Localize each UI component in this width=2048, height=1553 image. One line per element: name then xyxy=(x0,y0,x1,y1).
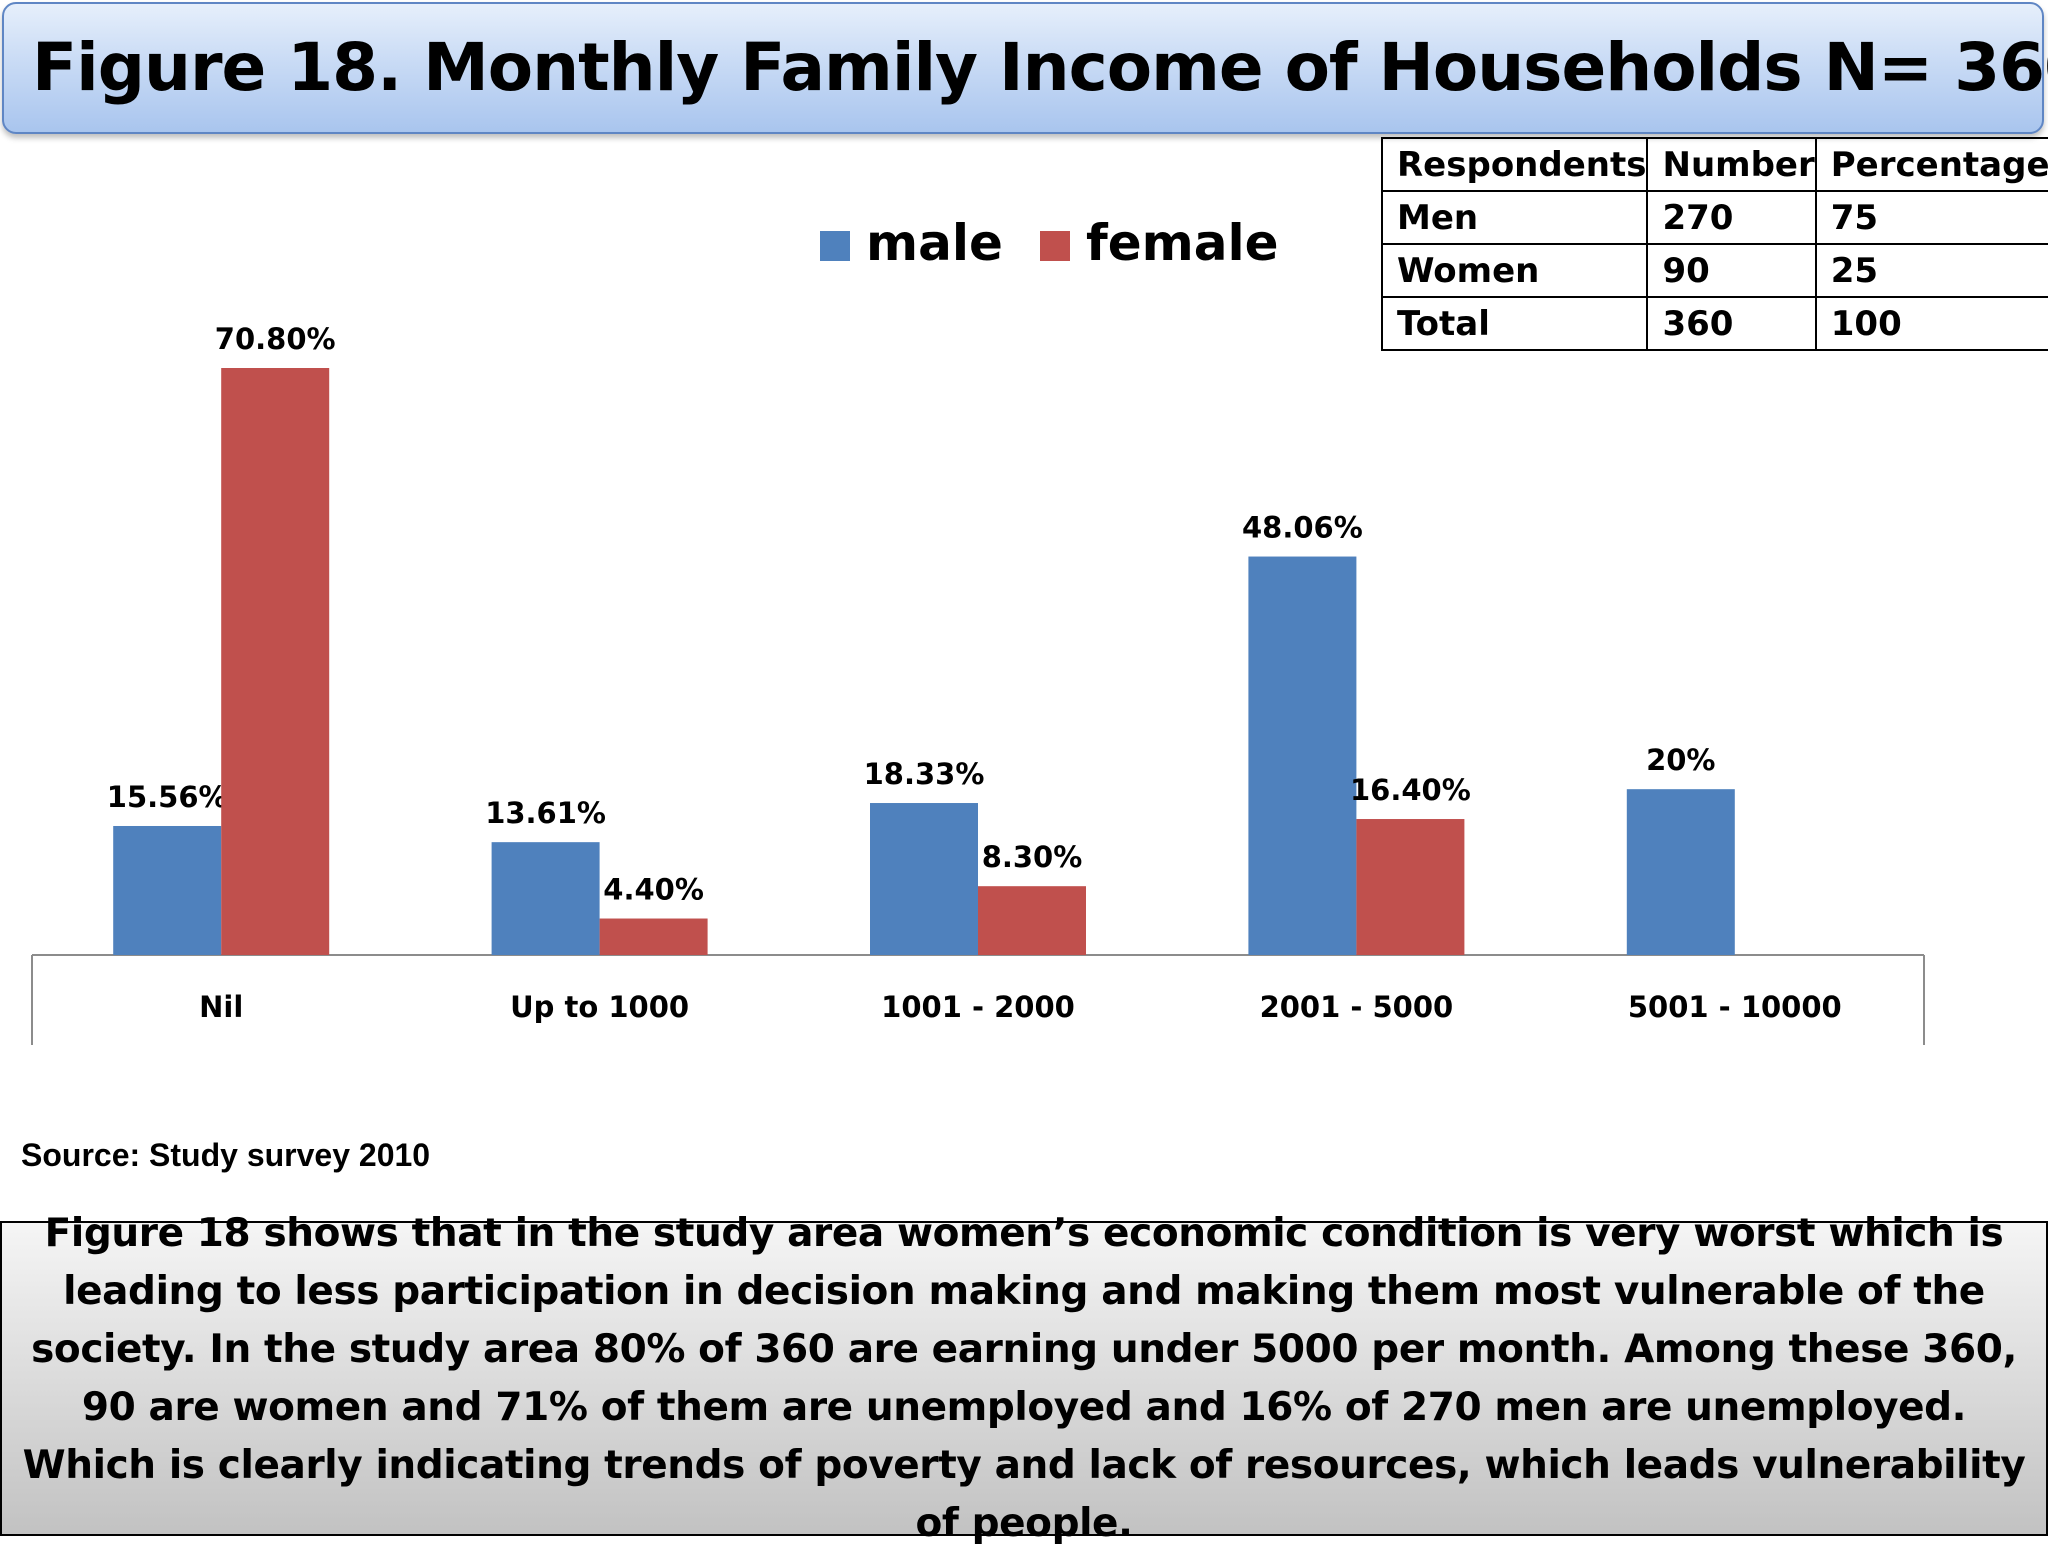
data-label: 18.33% xyxy=(864,757,985,791)
table-row: Total 360 100 xyxy=(1380,296,2048,351)
x-tick-label: 1001 - 2000 xyxy=(881,990,1075,1024)
bar-female xyxy=(1356,819,1465,955)
legend-label-female: female xyxy=(1086,214,1279,272)
source-note: Source: Study survey 2010 xyxy=(21,1137,431,1173)
bar-female xyxy=(978,886,1086,955)
legend-swatch-male xyxy=(820,231,850,261)
bar-male xyxy=(1626,789,1735,955)
bar-female xyxy=(599,918,708,955)
table-header-cell: Number xyxy=(1646,137,1817,192)
bar-male xyxy=(1248,556,1357,955)
summary-box: Figure 18 shows that in the study area w… xyxy=(0,1211,2048,1546)
data-label: 13.61% xyxy=(485,796,606,830)
table-header-cell: Percentage xyxy=(1814,137,2048,192)
x-tick-label: 2001 - 5000 xyxy=(1260,990,1454,1024)
table-cell: Total xyxy=(1380,296,1649,351)
income-bar-chart: Nil 15.56% 70.80% Up to 1000 13.61% 4.40% 1001… xyxy=(31,214,1925,1045)
x-tick-label: Up to 1000 xyxy=(510,990,689,1024)
data-label: 16.40% xyxy=(1350,773,1471,807)
table-header-row: Respondents Number Percentage xyxy=(1380,137,2048,192)
table-cell: Men xyxy=(1380,190,1649,245)
page-title: Figure 18. Monthly Family Income of Hous… xyxy=(32,29,2048,106)
x-tick-label: Nil xyxy=(199,990,243,1024)
table-cell: 270 xyxy=(1646,190,1817,245)
data-label: 4.40% xyxy=(603,873,704,907)
title-banner: Figure 18. Monthly Family Income of Hous… xyxy=(2,2,2048,134)
legend-label-male: male xyxy=(866,214,1003,272)
table-cell: 100 xyxy=(1814,296,2048,351)
bar-male xyxy=(491,842,600,955)
table-row: Men 270 75 xyxy=(1380,190,2048,245)
data-label: 20% xyxy=(1646,743,1715,777)
summary-text: Figure 18 shows that in the study area w… xyxy=(22,1210,2026,1546)
x-tick-label: 5001 - 10000 xyxy=(1628,990,1842,1024)
table-cell: 90 xyxy=(1646,243,1817,298)
data-label: 15.56% xyxy=(107,780,228,814)
data-label: 8.30% xyxy=(982,840,1083,874)
bar-female xyxy=(221,368,330,955)
data-label: 70.80% xyxy=(215,322,336,356)
table-cell: 360 xyxy=(1646,296,1817,351)
data-label: 48.06% xyxy=(1242,511,1363,545)
table-cell: 25 xyxy=(1814,243,2048,298)
respondents-table: Respondents Number Percentage Men 270 75… xyxy=(1380,137,2048,351)
table-cell: 75 xyxy=(1814,190,2048,245)
table-row: Women 90 25 xyxy=(1380,243,2048,298)
table-cell: Women xyxy=(1380,243,1649,298)
legend-swatch-female xyxy=(1040,231,1070,261)
bar-male xyxy=(870,803,978,955)
bar-male xyxy=(113,825,222,955)
table-header-cell: Respondents xyxy=(1380,137,1649,192)
